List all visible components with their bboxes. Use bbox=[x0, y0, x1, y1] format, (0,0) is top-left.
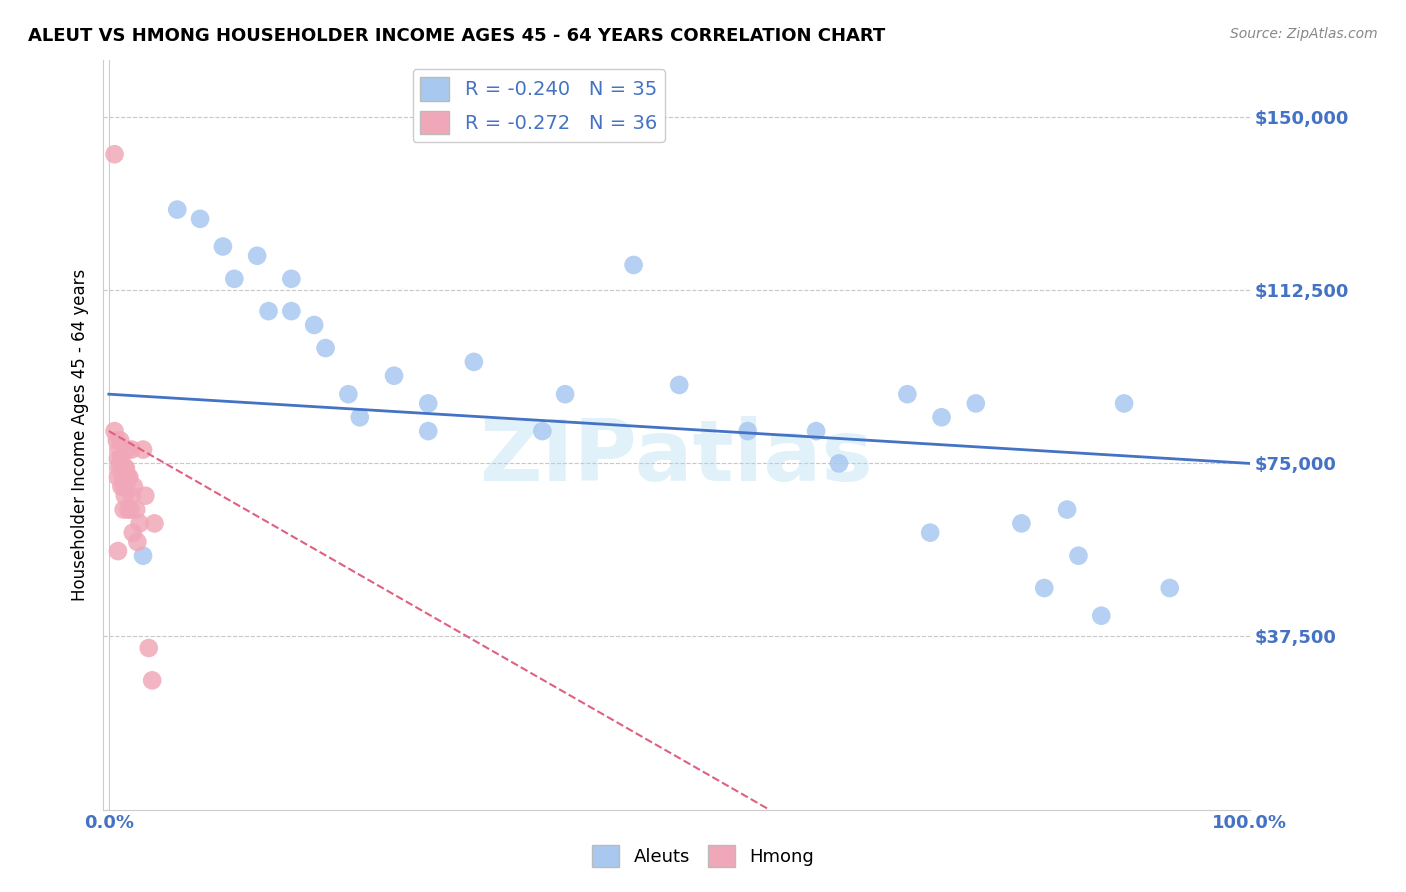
Point bbox=[103, 147, 125, 161]
Point bbox=[128, 516, 150, 531]
Point bbox=[132, 442, 155, 457]
Point bbox=[118, 470, 141, 484]
Point bbox=[1033, 581, 1056, 595]
Point bbox=[115, 442, 138, 457]
Text: ZIPatlas: ZIPatlas bbox=[479, 416, 873, 499]
Point bbox=[143, 516, 166, 531]
Point bbox=[896, 387, 918, 401]
Point bbox=[108, 442, 131, 457]
Point bbox=[105, 434, 128, 448]
Point bbox=[302, 318, 325, 332]
Point bbox=[121, 489, 143, 503]
Point bbox=[134, 489, 156, 503]
Point bbox=[1114, 396, 1136, 410]
Point bbox=[115, 461, 138, 475]
Point bbox=[110, 457, 132, 471]
Point bbox=[114, 489, 136, 503]
Point bbox=[103, 424, 125, 438]
Point bbox=[111, 470, 134, 484]
Point bbox=[112, 479, 135, 493]
Point bbox=[1056, 502, 1078, 516]
Point bbox=[554, 387, 576, 401]
Point bbox=[315, 341, 337, 355]
Legend: R = -0.240   N = 35, R = -0.272   N = 36: R = -0.240 N = 35, R = -0.272 N = 36 bbox=[412, 70, 665, 142]
Point bbox=[965, 396, 987, 410]
Point bbox=[280, 304, 302, 318]
Point bbox=[122, 479, 145, 493]
Point bbox=[349, 410, 371, 425]
Point bbox=[121, 442, 143, 457]
Point bbox=[531, 424, 554, 438]
Text: Source: ZipAtlas.com: Source: ZipAtlas.com bbox=[1230, 27, 1378, 41]
Point bbox=[121, 525, 143, 540]
Point bbox=[117, 502, 139, 516]
Point bbox=[117, 470, 139, 484]
Point bbox=[623, 258, 645, 272]
Point bbox=[1010, 516, 1032, 531]
Point bbox=[110, 479, 132, 493]
Point bbox=[828, 457, 851, 471]
Point bbox=[1067, 549, 1090, 563]
Point bbox=[212, 239, 235, 253]
Point bbox=[141, 673, 163, 688]
Point bbox=[110, 451, 132, 466]
Legend: Aleuts, Hmong: Aleuts, Hmong bbox=[585, 838, 821, 874]
Point bbox=[110, 434, 132, 448]
Point bbox=[1159, 581, 1181, 595]
Point bbox=[668, 378, 690, 392]
Text: ALEUT VS HMONG HOUSEHOLDER INCOME AGES 45 - 64 YEARS CORRELATION CHART: ALEUT VS HMONG HOUSEHOLDER INCOME AGES 4… bbox=[28, 27, 886, 45]
Point bbox=[107, 470, 129, 484]
Point bbox=[224, 272, 246, 286]
Point bbox=[246, 249, 269, 263]
Point bbox=[188, 211, 211, 226]
Point bbox=[125, 502, 148, 516]
Point bbox=[418, 424, 440, 438]
Point bbox=[931, 410, 953, 425]
Point bbox=[120, 502, 142, 516]
Point bbox=[166, 202, 188, 217]
Point bbox=[108, 461, 131, 475]
Point bbox=[382, 368, 405, 383]
Point bbox=[114, 461, 136, 475]
Point bbox=[337, 387, 360, 401]
Point bbox=[115, 479, 138, 493]
Point bbox=[804, 424, 827, 438]
Point bbox=[737, 424, 759, 438]
Point bbox=[107, 451, 129, 466]
Point bbox=[107, 544, 129, 558]
Point bbox=[138, 640, 160, 655]
Point bbox=[112, 502, 135, 516]
Point bbox=[280, 272, 302, 286]
Point bbox=[463, 355, 485, 369]
Point bbox=[418, 396, 440, 410]
Point bbox=[1090, 608, 1112, 623]
Point bbox=[257, 304, 280, 318]
Point bbox=[127, 534, 149, 549]
Point bbox=[132, 549, 155, 563]
Y-axis label: Householder Income Ages 45 - 64 years: Householder Income Ages 45 - 64 years bbox=[72, 268, 89, 600]
Point bbox=[920, 525, 942, 540]
